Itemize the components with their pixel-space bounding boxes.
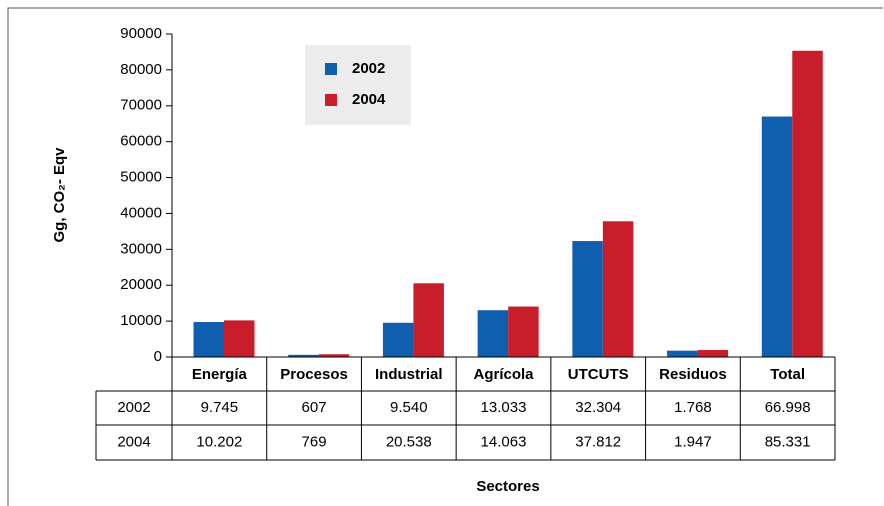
bar [288, 354, 319, 357]
legend-swatch [325, 94, 337, 106]
y-tick-label: 0 [154, 348, 162, 365]
table-value: 32.304 [575, 399, 621, 416]
y-tick-label: 70000 [120, 97, 162, 114]
x-tick-label: Total [770, 366, 805, 383]
table-value: 769 [302, 433, 327, 450]
table-value: 37.812 [575, 433, 621, 450]
y-axis-label: Gg, CO₂- Eqv [51, 147, 68, 243]
bar [602, 221, 634, 357]
legend-swatch [325, 63, 337, 75]
y-tick-label: 10000 [120, 312, 162, 329]
frame [7, 7, 883, 506]
table-value: 1.947 [674, 433, 712, 450]
bar [193, 322, 224, 357]
y-tick-label: 50000 [120, 169, 162, 186]
x-axis-label: Sectores [476, 478, 539, 495]
table-value: 10.202 [196, 433, 242, 450]
x-tick-label: Energía [192, 366, 248, 383]
bar [697, 350, 729, 357]
y-tick-label: 60000 [120, 133, 162, 150]
legend-label: 2004 [352, 91, 386, 108]
y-tick-label: 20000 [120, 276, 162, 293]
x-tick-label: Residuos [659, 366, 727, 383]
table-value: 14.063 [481, 433, 527, 450]
bar [382, 322, 414, 357]
bar [572, 241, 603, 357]
bar [792, 50, 823, 357]
bar [508, 306, 539, 357]
table-value: 85.331 [765, 433, 811, 450]
y-tick-label: 80000 [120, 61, 162, 78]
legend-box [305, 45, 411, 125]
table-value: 9.540 [390, 399, 428, 416]
bar [413, 283, 444, 357]
table-value: 9.745 [201, 399, 239, 416]
table-value: 13.033 [481, 399, 527, 416]
bar [224, 320, 255, 357]
bar [761, 116, 793, 357]
bar [477, 310, 509, 357]
table-row-label: 2004 [117, 433, 150, 450]
y-tick-label: 90000 [120, 25, 162, 42]
table-value: 20.538 [386, 433, 432, 450]
table-value: 607 [302, 399, 327, 416]
x-tick-label: UTCUTS [568, 366, 629, 383]
y-tick-label: 40000 [120, 204, 162, 221]
table-value: 1.768 [674, 399, 712, 416]
x-tick-label: Procesos [280, 366, 348, 383]
legend-label: 2002 [352, 60, 385, 77]
bar [318, 354, 350, 357]
x-tick-label: Agrícola [473, 366, 534, 383]
bar [667, 350, 698, 357]
y-tick-label: 30000 [120, 240, 162, 257]
table-value: 66.998 [765, 399, 811, 416]
x-tick-label: Industrial [375, 366, 443, 383]
table-row-label: 2002 [117, 399, 150, 416]
